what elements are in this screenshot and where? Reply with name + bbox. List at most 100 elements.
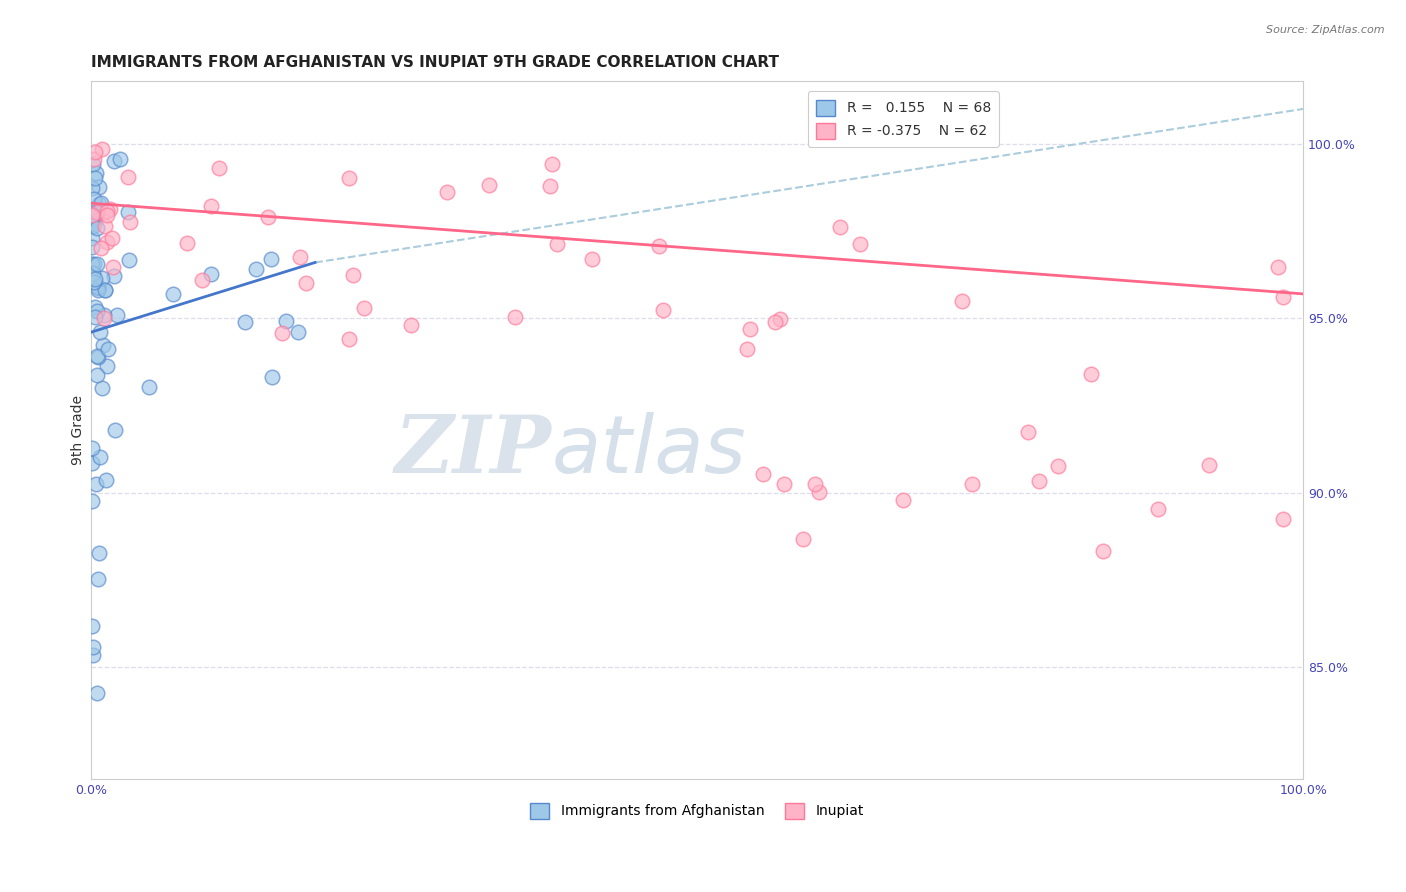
Point (651, 302, 673, 317)
Point (89, 450, 111, 465)
Point (94, 219, 117, 233)
Point (90, 381, 112, 395)
Point (80, 456, 103, 470)
Point (87, 179, 110, 194)
Point (97, 342, 120, 356)
Point (80, 211, 103, 225)
Point (100, 231, 122, 245)
Point (581, 252, 603, 266)
Point (200, 199, 222, 213)
Point (87, 572, 110, 586)
Point (1046, 458, 1069, 473)
Point (1028, 474, 1050, 488)
Point (803, 476, 825, 491)
Point (90, 241, 112, 255)
Point (339, 170, 361, 185)
Point (763, 315, 786, 329)
Point (86, 283, 108, 297)
Text: Source: ZipAtlas.com: Source: ZipAtlas.com (1267, 25, 1385, 35)
Point (82, 219, 104, 233)
Point (808, 484, 831, 499)
Point (735, 342, 758, 356)
Point (94, 283, 117, 297)
Point (96, 204, 118, 219)
Point (891, 492, 914, 507)
Text: ZIP: ZIP (395, 412, 551, 490)
Point (1198, 458, 1220, 472)
Point (86, 349, 108, 363)
Point (94, 473, 117, 487)
Point (84, 476, 107, 491)
Point (191, 272, 214, 286)
Point (86, 304, 108, 318)
Point (82, 157, 104, 171)
Point (83, 275, 105, 289)
Point (96, 208, 118, 222)
Point (87, 197, 110, 211)
Point (176, 235, 198, 250)
Point (792, 532, 814, 546)
Point (84, 272, 107, 286)
Point (538, 178, 561, 193)
Point (86, 205, 108, 219)
Point (103, 268, 125, 283)
Point (104, 423, 127, 437)
Point (752, 467, 775, 481)
Point (87, 281, 110, 295)
Point (80, 257, 103, 271)
Point (274, 314, 297, 328)
Point (118, 253, 141, 268)
Point (337, 332, 360, 346)
Point (82, 494, 104, 508)
Legend: Immigrants from Afghanistan, Inupiat: Immigrants from Afghanistan, Inupiat (524, 797, 869, 824)
Point (98, 202, 121, 217)
Point (256, 210, 278, 224)
Point (541, 157, 564, 171)
Point (83, 152, 105, 166)
Text: atlas: atlas (551, 412, 747, 490)
Point (117, 205, 139, 219)
Point (830, 219, 852, 234)
Point (82, 266, 104, 280)
Point (478, 178, 501, 193)
Point (503, 310, 526, 324)
Point (90, 271, 112, 285)
Point (950, 293, 973, 308)
Point (80, 618, 103, 632)
Point (80, 240, 103, 254)
Point (84, 310, 107, 324)
Point (86, 368, 108, 383)
Point (86, 166, 108, 180)
Point (86, 205, 108, 219)
Point (84, 300, 107, 314)
Point (86, 221, 108, 235)
Point (84, 212, 107, 227)
Point (740, 322, 762, 336)
Point (86, 686, 108, 700)
Point (1267, 260, 1289, 275)
Point (83, 192, 105, 206)
Point (1272, 512, 1295, 526)
Point (1080, 367, 1102, 381)
Point (80, 442, 103, 456)
Point (103, 154, 125, 169)
Point (87, 546, 110, 560)
Point (353, 301, 375, 315)
Point (233, 315, 256, 329)
Point (86, 257, 108, 271)
Point (83, 145, 105, 160)
Point (399, 318, 422, 333)
Point (93, 311, 115, 326)
Point (117, 170, 139, 185)
Point (82, 181, 104, 195)
Point (270, 326, 292, 340)
Point (101, 260, 124, 275)
Point (546, 237, 568, 252)
Point (849, 237, 872, 252)
Point (82, 648, 104, 662)
Point (96, 235, 118, 250)
Text: IMMIGRANTS FROM AFGHANISTAN VS INUPIAT 9TH GRADE CORRELATION CHART: IMMIGRANTS FROM AFGHANISTAN VS INUPIAT 9… (91, 55, 779, 70)
Point (82, 640, 104, 654)
Point (960, 477, 983, 491)
Point (83, 216, 105, 230)
